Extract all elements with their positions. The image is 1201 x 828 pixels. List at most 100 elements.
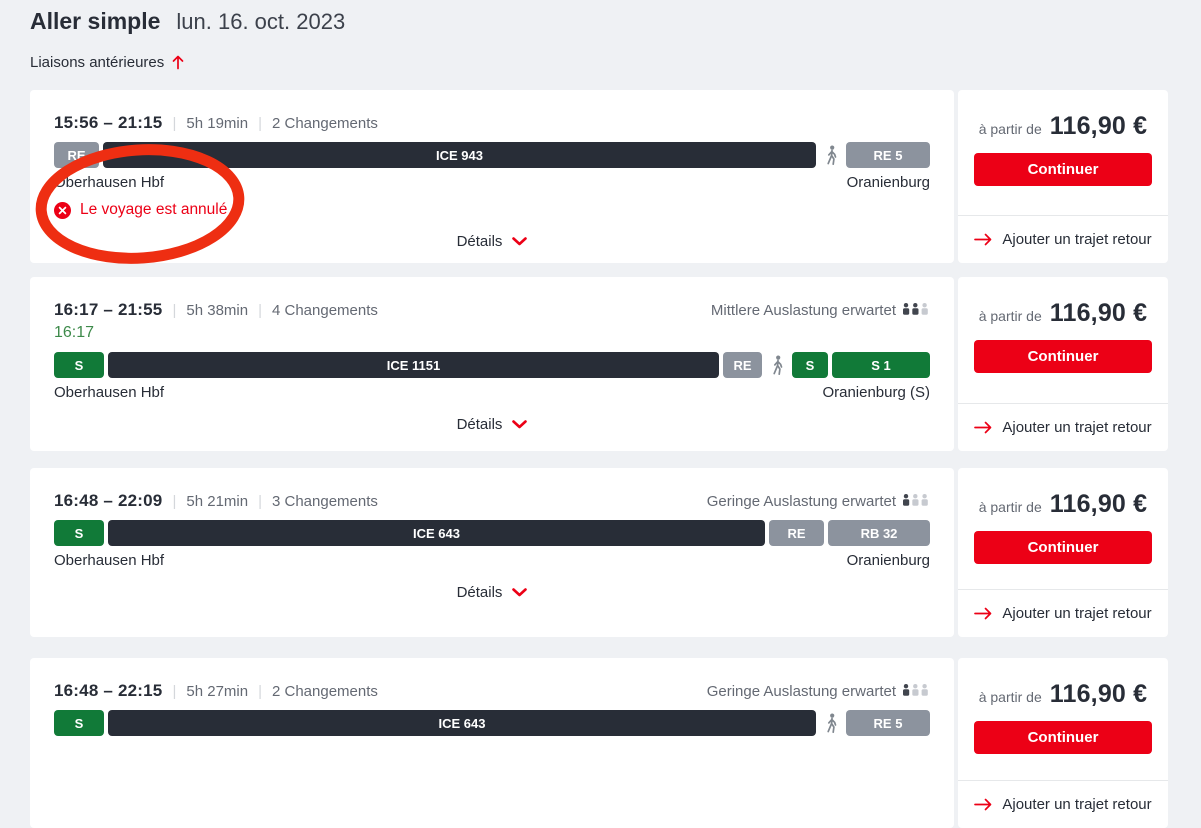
chevron-down-icon [512,587,528,596]
journey-segments: S ICE 643 RE RB 32 [54,520,930,546]
price-line: à partir de 116,90 € [958,680,1168,709]
add-return-link[interactable]: Ajouter un trajet retour [958,780,1168,828]
cancelled-label: Le voyage est annulé [80,201,228,218]
journey-card[interactable]: 16:48 – 22:15 | 5h 27min | 2 Changements… [30,658,954,828]
destination-station: Oranienburg [846,174,930,191]
arrow-right-icon [974,421,992,434]
journey-card[interactable]: 16:48 – 22:09 | 5h 21min | 3 Changements… [30,468,954,637]
journey-row: 16:48 – 22:09 | 5h 21min | 3 Changements… [30,468,1168,637]
occupancy-label: Mittlere Auslastung erwartet [710,301,896,319]
origin-station: Oberhausen Hbf [54,552,165,569]
offer-panel: à partir de 116,90 € Continuer Ajouter u… [958,277,1168,451]
add-return-link[interactable]: Ajouter un trajet retour [958,403,1168,451]
earlier-connections-label: Liaisons antérieures [30,54,165,71]
arrow-right-icon [974,607,992,620]
separator: | [258,492,262,510]
add-return-link[interactable]: Ajouter un trajet retour [958,215,1168,263]
line-badge: RE [769,520,824,546]
occupancy-indicator: Geringe Auslastung erwartet [707,683,930,700]
journey-head: 16:48 – 22:09 | 5h 21min | 3 Changements… [54,491,930,510]
price-prefix: à partir de [978,121,1042,137]
arrow-up-icon [172,55,184,70]
journey-changes: 3 Changements [272,492,378,510]
journey-duration: 5h 27min [186,682,249,700]
price-prefix: à partir de [978,308,1042,324]
line-badge: RB 32 [828,520,930,546]
line-badge: RE [54,142,99,168]
journey-head: 15:56 – 21:15 | 5h 19min | 2 Changements [54,113,930,132]
add-return-label: Ajouter un trajet retour [1002,231,1152,248]
journey-cancelled-status: Le voyage est annulé [54,201,930,219]
journey-duration: 5h 38min [186,301,249,319]
journey-stations: Oberhausen Hbf Oranienburg [54,552,930,570]
origin-station: Oberhausen Hbf [54,384,165,401]
journey-times: 15:56 – 21:15 [54,113,163,132]
occupancy-label: Geringe Auslastung erwartet [706,682,896,700]
occupancy-indicator: Mittlere Auslastung erwartet [711,302,930,319]
price-line: à partir de 116,90 € [958,112,1168,141]
journey-segments: S ICE 643 RE 5 [54,710,930,736]
line-badge: RE 5 [846,710,930,736]
line-badge: RE [723,352,762,378]
journey-changes: 2 Changements [272,114,378,132]
journey-row: 16:48 – 22:15 | 5h 27min | 2 Changements… [30,658,1168,828]
offer-panel: à partir de 116,90 € Continuer Ajouter u… [958,468,1168,637]
earlier-connections-link[interactable]: Liaisons antérieures [30,54,184,71]
line-badge: S [54,520,104,546]
journey-row: 15:56 – 21:15 | 5h 19min | 2 Changements… [30,90,1168,264]
separator: | [258,114,262,132]
occupancy-indicator: Geringe Auslastung erwartet [707,493,930,510]
journey-stations: Oberhausen Hbf Oranienburg (S) [54,384,930,402]
journey-times: 16:17 – 21:55 [54,300,163,319]
add-return-label: Ajouter un trajet retour [1002,605,1152,622]
journey-head: 16:48 – 22:15 | 5h 27min | 2 Changements… [54,681,930,700]
journey-times: 16:48 – 22:15 [54,681,163,700]
details-toggle[interactable]: Détails [54,231,930,251]
chevron-down-icon [512,236,528,245]
separator: | [258,682,262,700]
occupancy-icon [903,493,930,510]
cancelled-icon [54,201,71,219]
journey-duration: 5h 19min [186,114,249,132]
separator: | [172,114,177,132]
separator: | [258,301,262,319]
journey-changes: 4 Changements [272,301,378,319]
occupancy-icon [903,302,930,319]
separator: | [172,682,177,700]
occupancy-label: Geringe Auslastung erwartet [706,492,896,510]
walk-transfer-icon [820,710,842,736]
price-amount: 116,90 € [1049,680,1148,708]
journey-segments: RE ICE 943 RE 5 [54,142,930,168]
journey-row: 16:17 – 21:55 | 5h 38min | 4 Changements… [30,277,1168,451]
details-toggle[interactable]: Détails [54,582,930,602]
page-title: Aller simple [30,8,161,34]
add-return-link[interactable]: Ajouter un trajet retour [958,589,1168,637]
arrow-right-icon [974,233,992,246]
separator: | [172,301,177,319]
price-amount: 116,90 € [1049,299,1148,327]
journey-duration: 5h 21min [186,492,249,510]
price-line: à partir de 116,90 € [958,490,1168,519]
line-badge: S 1 [832,352,930,378]
journey-times: 16:48 – 22:09 [54,491,163,510]
origin-station: Oberhausen Hbf [54,174,165,191]
price-line: à partir de 116,90 € [958,299,1168,328]
details-label: Détails [456,415,503,433]
price-prefix: à partir de [978,689,1042,705]
details-toggle[interactable]: Détails [54,414,930,434]
arrow-right-icon [974,798,992,811]
details-label: Détails [456,232,503,250]
line-badge: S [792,352,828,378]
destination-station: Oranienburg [846,552,930,569]
train-line-bar: ICE 643 [108,520,765,546]
continue-button[interactable]: Continuer [974,721,1152,754]
page-header: Aller simple lun. 16. oct. 2023 [30,8,345,35]
chevron-down-icon [512,419,528,428]
continue-button[interactable]: Continuer [974,153,1152,186]
journey-card[interactable]: 16:17 – 21:55 | 5h 38min | 4 Changements… [30,277,954,451]
continue-button[interactable]: Continuer [974,531,1152,564]
train-line-bar: ICE 1151 [108,352,719,378]
continue-button[interactable]: Continuer [974,340,1152,373]
journey-card[interactable]: 15:56 – 21:15 | 5h 19min | 2 Changements… [30,90,954,264]
journey-stations: Oberhausen Hbf Oranienburg [54,174,930,192]
